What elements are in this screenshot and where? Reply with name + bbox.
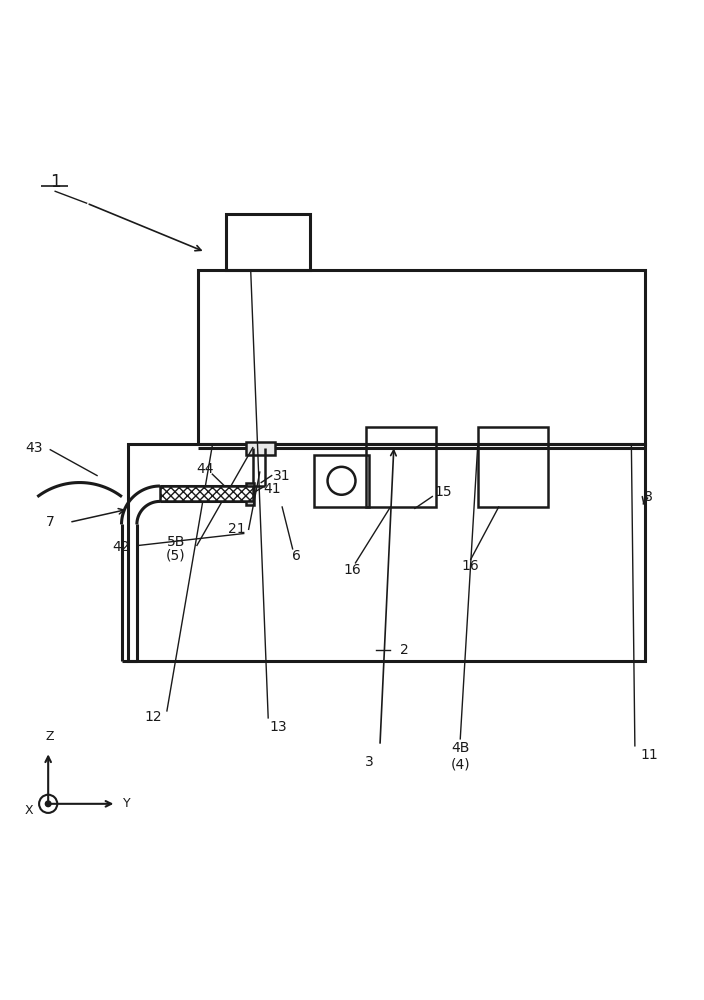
Text: X: X (24, 804, 33, 817)
Text: (4): (4) (451, 757, 470, 771)
Text: 2: 2 (400, 643, 409, 657)
Text: 31: 31 (273, 469, 291, 483)
Text: 12: 12 (144, 710, 162, 724)
Text: 43: 43 (25, 441, 43, 455)
Text: 4B: 4B (451, 741, 470, 755)
Text: 11: 11 (640, 748, 658, 762)
Text: 16: 16 (343, 563, 361, 577)
Text: (5): (5) (166, 549, 186, 563)
Text: 41: 41 (263, 482, 280, 496)
Text: 6: 6 (291, 549, 301, 563)
Text: 3: 3 (365, 755, 374, 769)
Text: 44: 44 (196, 462, 214, 476)
Text: 13: 13 (270, 720, 287, 734)
Circle shape (45, 801, 51, 807)
Text: 15: 15 (434, 485, 451, 499)
Bar (129, 444, 646, 661)
Bar (246, 442, 275, 455)
Text: 7: 7 (46, 515, 55, 529)
Bar (199, 270, 646, 444)
Bar (246, 483, 254, 505)
Bar (226, 214, 310, 270)
Text: Y: Y (123, 797, 131, 810)
Bar (366, 427, 436, 507)
Bar (160, 486, 253, 501)
Text: 8: 8 (644, 490, 653, 504)
Text: 5B: 5B (167, 535, 185, 549)
Bar (313, 455, 370, 507)
Text: 21: 21 (228, 522, 246, 536)
Text: 42: 42 (113, 540, 130, 554)
Text: 1: 1 (50, 173, 61, 191)
Text: Z: Z (45, 730, 54, 743)
Text: 16: 16 (462, 559, 479, 573)
Bar (478, 427, 548, 507)
